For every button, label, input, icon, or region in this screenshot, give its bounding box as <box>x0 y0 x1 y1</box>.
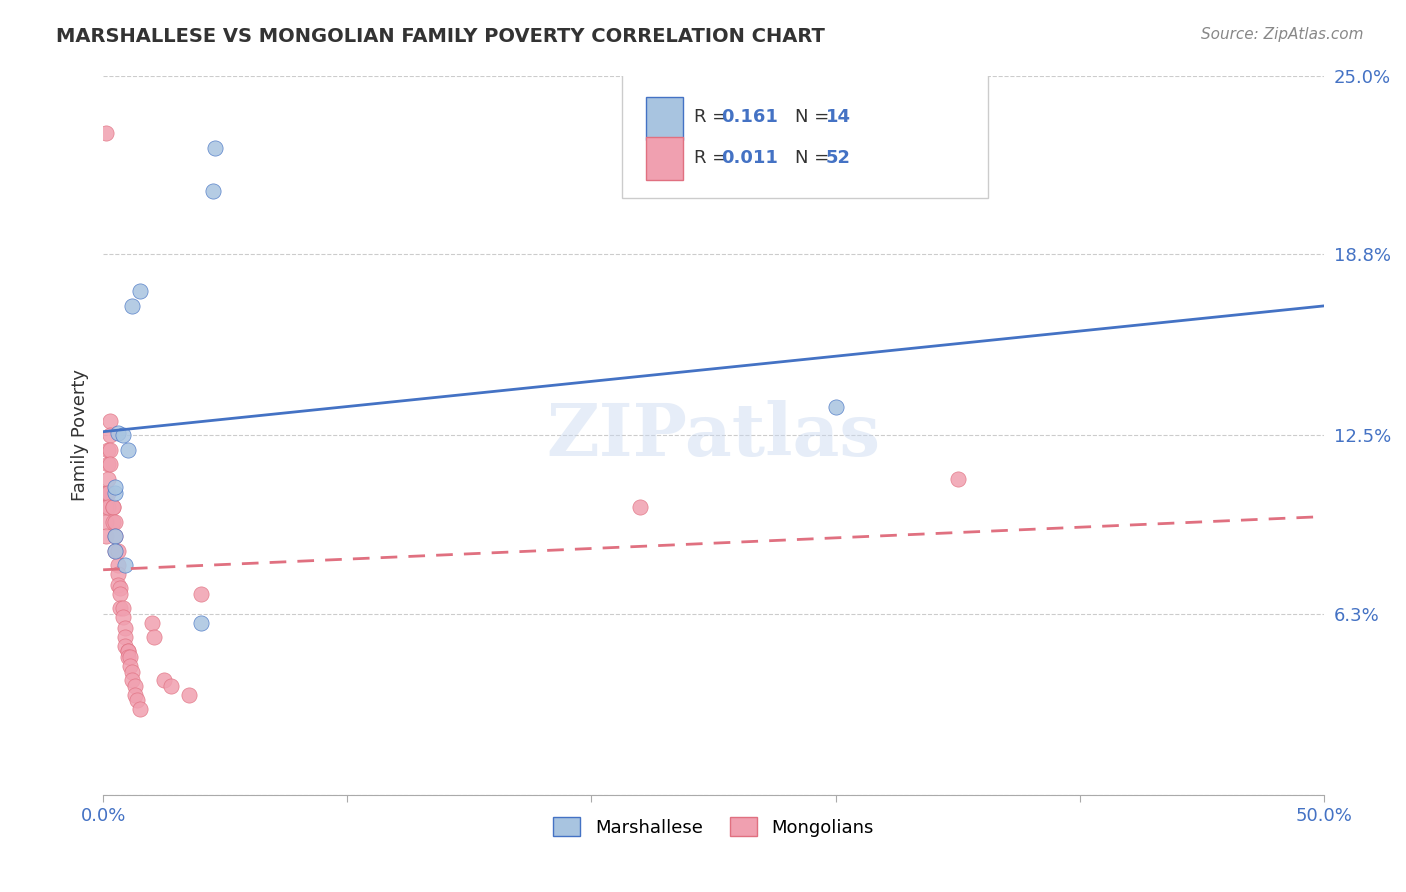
Text: N =: N = <box>796 149 835 167</box>
Point <box>114 621 136 635</box>
Point <box>97 457 120 471</box>
Point <box>94 486 117 500</box>
Point <box>124 679 146 693</box>
Point <box>124 688 146 702</box>
Point <box>121 673 143 688</box>
Point <box>104 529 127 543</box>
Point <box>127 693 149 707</box>
Point <box>97 500 120 515</box>
Point <box>111 601 134 615</box>
Point <box>153 673 176 688</box>
Point <box>118 658 141 673</box>
Point <box>111 428 134 442</box>
Point <box>946 472 969 486</box>
Point <box>107 558 129 572</box>
Point <box>101 500 124 515</box>
Point <box>107 578 129 592</box>
FancyBboxPatch shape <box>621 72 988 198</box>
Point <box>104 543 127 558</box>
Point <box>104 515 127 529</box>
Point <box>177 688 200 702</box>
Point <box>97 486 120 500</box>
Point <box>104 529 127 543</box>
Text: R =: R = <box>695 108 733 127</box>
Text: 0.161: 0.161 <box>721 108 778 127</box>
Point <box>121 665 143 679</box>
Point <box>94 500 117 515</box>
Point <box>117 644 139 658</box>
FancyBboxPatch shape <box>647 136 683 180</box>
Point <box>117 442 139 457</box>
Point <box>94 486 117 500</box>
Text: ZIPatlas: ZIPatlas <box>547 400 880 471</box>
Point <box>160 679 183 693</box>
Point <box>128 285 150 299</box>
Point <box>94 126 117 140</box>
Legend: Marshallese, Mongolians: Marshallese, Mongolians <box>546 810 882 844</box>
Point <box>190 587 212 601</box>
Point <box>128 702 150 716</box>
Point <box>141 615 163 630</box>
Text: Source: ZipAtlas.com: Source: ZipAtlas.com <box>1201 27 1364 42</box>
Point <box>143 630 166 644</box>
Point <box>101 500 124 515</box>
Point <box>110 601 132 615</box>
Point <box>114 558 136 572</box>
Text: MARSHALLESE VS MONGOLIAN FAMILY POVERTY CORRELATION CHART: MARSHALLESE VS MONGOLIAN FAMILY POVERTY … <box>56 27 825 45</box>
Point <box>121 299 143 313</box>
Point <box>101 515 124 529</box>
Y-axis label: Family Poverty: Family Poverty <box>72 369 89 501</box>
FancyBboxPatch shape <box>647 97 683 140</box>
Point <box>100 442 122 457</box>
Point <box>114 639 136 653</box>
Text: N =: N = <box>796 108 835 127</box>
Point <box>97 472 120 486</box>
Text: 52: 52 <box>825 149 851 167</box>
Point <box>204 140 226 154</box>
Point <box>117 644 139 658</box>
Point <box>117 650 139 665</box>
Point <box>628 500 651 515</box>
Point <box>190 615 212 630</box>
Text: 14: 14 <box>825 108 851 127</box>
Point <box>111 610 134 624</box>
Point <box>104 480 127 494</box>
Point <box>114 630 136 644</box>
Point <box>118 650 141 665</box>
Point <box>94 515 117 529</box>
Point <box>107 425 129 440</box>
Point <box>100 414 122 428</box>
Point <box>202 184 225 198</box>
Point <box>110 587 132 601</box>
Text: 0.011: 0.011 <box>721 149 778 167</box>
Point <box>100 428 122 442</box>
Point <box>107 566 129 581</box>
Point <box>104 486 127 500</box>
Point <box>110 581 132 595</box>
Point <box>824 400 846 414</box>
Text: R =: R = <box>695 149 733 167</box>
Point <box>100 457 122 471</box>
Point <box>94 529 117 543</box>
Point <box>97 442 120 457</box>
Point <box>107 543 129 558</box>
Point <box>104 543 127 558</box>
